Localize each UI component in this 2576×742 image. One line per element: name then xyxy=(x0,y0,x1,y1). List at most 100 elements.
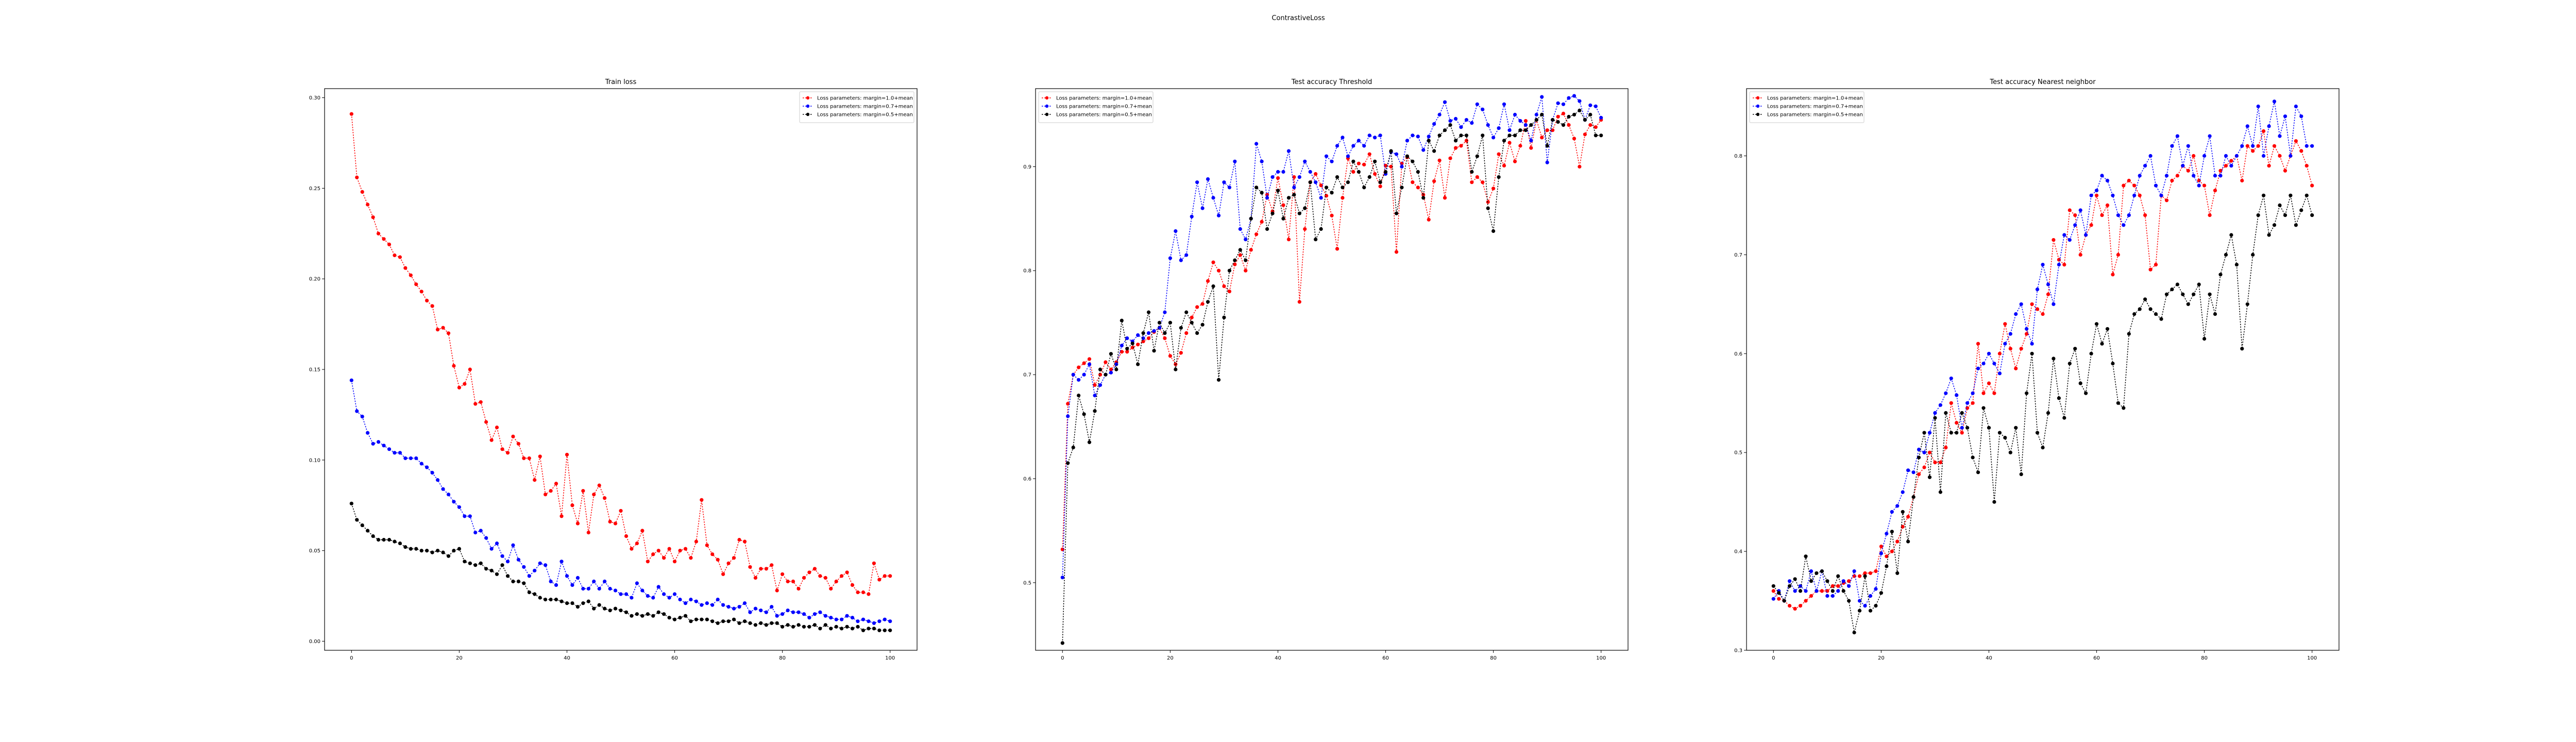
data-point xyxy=(1276,170,1280,174)
data-point xyxy=(489,438,494,442)
data-point xyxy=(2272,223,2277,227)
data-point xyxy=(575,605,580,609)
data-point xyxy=(1066,414,1070,418)
data-point xyxy=(608,609,612,613)
data-point xyxy=(2035,288,2040,292)
data-point xyxy=(2251,144,2255,148)
data-point xyxy=(2019,472,2023,477)
data-point xyxy=(2251,149,2255,153)
data-point xyxy=(355,175,359,179)
data-point xyxy=(786,609,790,613)
data-point xyxy=(1971,391,1975,395)
data-point xyxy=(1518,119,1522,123)
data-point xyxy=(1997,372,2002,376)
data-point xyxy=(1437,133,1442,138)
data-point xyxy=(2213,174,2217,178)
data-point xyxy=(1421,148,1426,152)
data-point xyxy=(1357,170,1361,174)
data-point xyxy=(382,237,386,241)
data-point xyxy=(393,539,397,544)
data-point xyxy=(1788,604,1792,608)
data-point xyxy=(1831,594,1835,598)
data-point xyxy=(678,597,682,602)
data-point xyxy=(775,614,779,618)
data-point xyxy=(2003,342,2007,346)
data-point xyxy=(360,190,364,194)
data-point xyxy=(2283,168,2287,173)
data-point xyxy=(463,514,467,518)
y-tick-label: 0.20 xyxy=(309,277,320,282)
data-point xyxy=(1572,137,1577,141)
data-point xyxy=(1836,589,1840,593)
data-point xyxy=(419,290,423,294)
data-point xyxy=(742,619,747,623)
data-point xyxy=(2025,332,2029,336)
data-point xyxy=(619,609,623,613)
data-point xyxy=(2100,342,2104,346)
data-point xyxy=(1572,94,1577,98)
data-point xyxy=(387,242,392,246)
data-point xyxy=(1314,238,1318,242)
data-point xyxy=(1136,362,1140,366)
data-point xyxy=(2175,282,2179,286)
data-point xyxy=(2278,134,2282,138)
data-point xyxy=(1917,447,1921,452)
data-point xyxy=(1831,589,1835,593)
data-point xyxy=(2240,178,2244,183)
data-point xyxy=(565,452,569,457)
data-point xyxy=(1486,206,1490,210)
data-point xyxy=(586,599,590,603)
data-point xyxy=(1297,211,1301,215)
data-point xyxy=(619,509,623,513)
data-point xyxy=(1885,564,1889,568)
data-point xyxy=(1879,544,1883,549)
data-point xyxy=(877,578,882,582)
data-point xyxy=(1437,158,1442,162)
data-point xyxy=(2122,183,2126,188)
y-tick-label: 0.4 xyxy=(1734,549,1742,555)
data-point xyxy=(1486,123,1490,127)
plot-frame xyxy=(1746,88,2340,651)
data-point xyxy=(1206,279,1210,283)
data-point xyxy=(1093,383,1097,387)
data-point xyxy=(446,493,451,497)
data-point xyxy=(1561,102,1566,106)
data-point xyxy=(1938,460,1942,465)
data-point xyxy=(2186,168,2190,173)
data-point xyxy=(1255,185,1259,190)
legend: Loss parameters: margin=1.0+mean Loss par… xyxy=(799,91,914,123)
data-point xyxy=(2078,381,2082,385)
y-tick-label: 0.3 xyxy=(1734,648,1742,654)
series-1 xyxy=(349,112,892,596)
data-point xyxy=(2224,164,2228,168)
data-point xyxy=(2073,223,2077,227)
data-point xyxy=(1184,310,1189,314)
series-1 xyxy=(1771,129,2314,611)
data-point xyxy=(1233,159,1237,163)
data-point xyxy=(1895,504,1900,508)
data-point xyxy=(732,556,736,560)
data-point xyxy=(1163,331,1167,335)
data-point xyxy=(1222,284,1226,289)
data-point xyxy=(1281,170,1285,174)
data-point xyxy=(349,378,353,382)
data-point xyxy=(387,447,392,451)
data-point xyxy=(2094,322,2099,326)
data-point xyxy=(1567,123,1571,127)
data-point xyxy=(1270,175,1275,179)
data-point xyxy=(1771,584,1775,588)
data-point xyxy=(1297,175,1301,179)
data-point xyxy=(2234,262,2239,267)
data-point xyxy=(473,563,478,567)
data-point xyxy=(1534,118,1538,122)
data-point xyxy=(452,364,456,368)
data-point xyxy=(1362,185,1366,190)
data-point xyxy=(796,623,801,627)
legend-item: Loss parameters: margin=0.7+mean xyxy=(1753,104,1863,110)
data-point xyxy=(1492,136,1496,140)
data-point xyxy=(387,537,392,542)
data-point xyxy=(1475,154,1479,158)
data-point xyxy=(409,456,413,460)
data-point xyxy=(2111,273,2115,277)
data-point xyxy=(1987,426,1991,430)
